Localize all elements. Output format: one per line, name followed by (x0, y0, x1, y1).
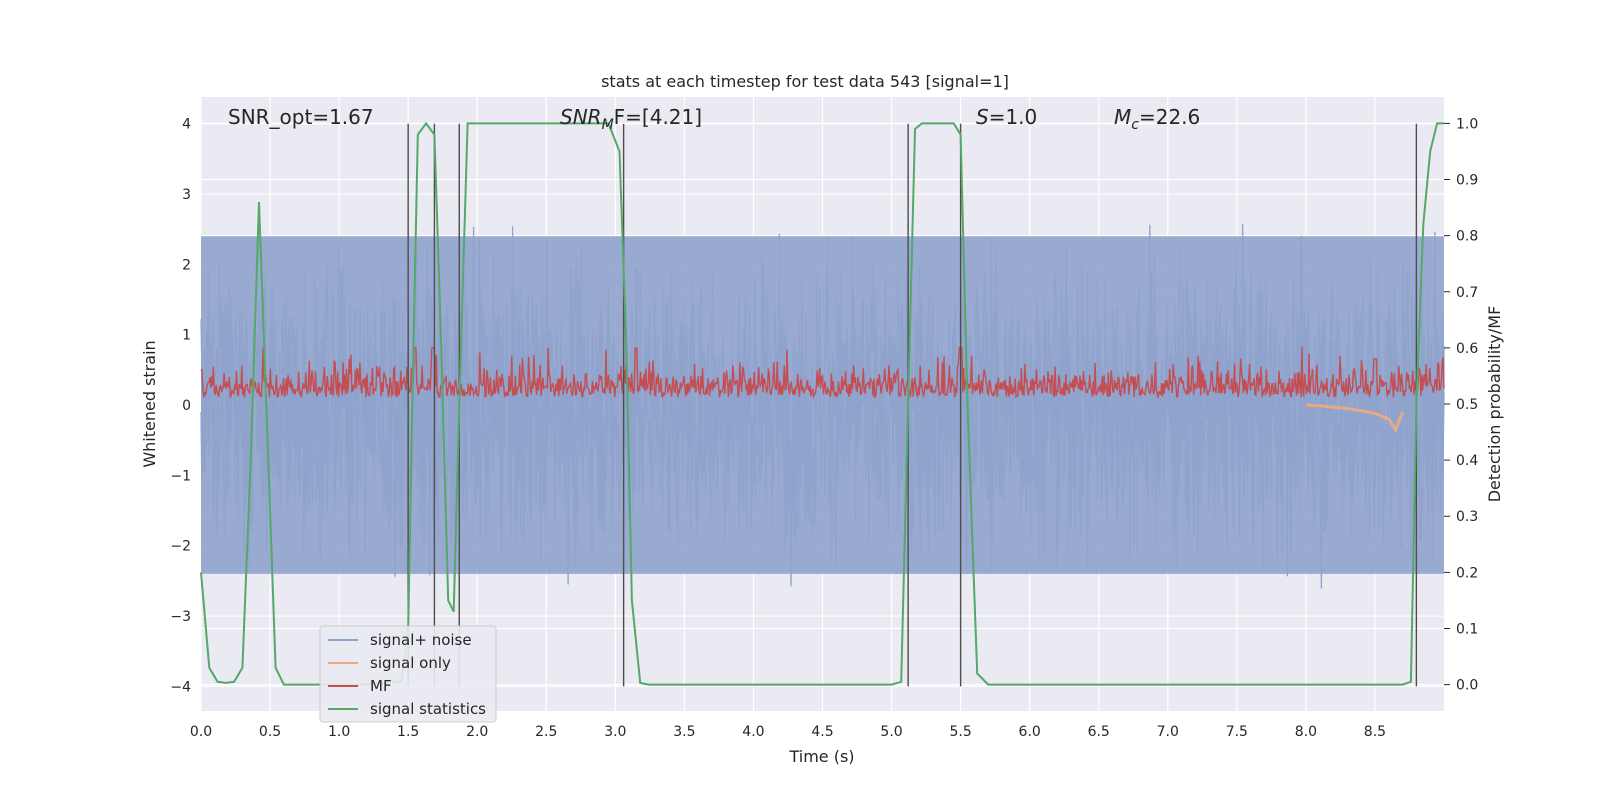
x-tick-label: 1.0 (328, 724, 350, 740)
right-axis-label: Detection probability/MF (1485, 306, 1504, 503)
annotation-mc-rest: =22.6 (1139, 105, 1200, 129)
right-tick-label: 0.1 (1456, 621, 1478, 637)
x-axis-label: Time (s) (788, 747, 854, 766)
annotation-snr-mf-rest: F=[4.21] (614, 105, 702, 129)
y-tick-label: −2 (170, 539, 191, 555)
x-tick-label: 1.5 (397, 724, 419, 740)
right-tick-label: 0.7 (1456, 285, 1478, 301)
annotation-mc: Mc=22.6 (1114, 105, 1200, 133)
annotation-mc-italic: M (1114, 105, 1131, 129)
x-tick-label: 0.0 (190, 724, 212, 740)
legend-label-noise: signal+ noise (370, 631, 472, 649)
x-tick-label: 7.0 (1157, 724, 1179, 740)
legend-label-statistics: signal statistics (370, 700, 486, 718)
annotation-snr-opt: SNR_opt=1.67 (228, 105, 374, 129)
right-tick-label: 0.6 (1456, 341, 1478, 357)
y-axis-ticks: −4 −3 −2 −1 0 1 2 3 4 (170, 117, 191, 696)
y-tick-label: −3 (170, 609, 191, 625)
x-tick-label: 3.5 (673, 724, 695, 740)
y-tick-label: 3 (182, 187, 191, 203)
right-tick-label: 0.2 (1456, 565, 1478, 581)
legend: signal+ noise signal only MF signal stat… (319, 625, 497, 723)
x-tick-label: 5.0 (880, 724, 902, 740)
x-tick-label: 6.0 (1019, 724, 1041, 740)
x-tick-label: 5.5 (949, 724, 971, 740)
right-tick-label: 0.4 (1456, 453, 1478, 469)
signal-statistics-series (200, 121, 1444, 686)
y-axis-label: Whitened strain (140, 340, 159, 467)
x-tick-label: 4.5 (811, 724, 833, 740)
signal-only-line (1305, 403, 1404, 433)
right-axis-ticks: 0.0 0.1 0.2 0.3 0.4 0.5 0.6 0.7 0.8 0.9 1.0 (1444, 116, 1478, 694)
x-tick-label: 0.5 (259, 724, 281, 740)
right-tick-label: 0.3 (1456, 509, 1478, 525)
y-tick-label: 0 (182, 398, 191, 414)
right-tick-label: 1.0 (1456, 116, 1478, 132)
x-tick-label: 3.0 (604, 724, 626, 740)
signal-only-series (1305, 403, 1404, 433)
annotation-s: S=1.0 (976, 105, 1037, 129)
right-tick-label: 0.9 (1456, 173, 1478, 189)
annotation-s-italic: S (976, 105, 989, 129)
x-tick-label: 6.5 (1088, 724, 1110, 740)
legend-label-signal-only: signal only (370, 654, 451, 672)
x-tick-label: 7.5 (1226, 724, 1248, 740)
right-tick-label: 0.0 (1456, 678, 1478, 694)
y-tick-label: 4 (182, 117, 191, 133)
right-tick-label: 0.5 (1456, 397, 1478, 413)
annotation-s-rest: =1.0 (989, 105, 1038, 129)
x-tick-label: 8.0 (1295, 724, 1317, 740)
legend-box (319, 625, 497, 723)
right-tick-label: 0.8 (1456, 229, 1478, 245)
y-tick-label: −1 (170, 468, 191, 484)
x-tick-label: 2.0 (466, 724, 488, 740)
annotation-snr-mf-italic: SNR (560, 105, 602, 129)
y-tick-label: 2 (182, 257, 191, 273)
annotation-snr-mf: SNRMF=[4.21] (560, 105, 702, 133)
signal-statistics-line (200, 121, 1444, 686)
annotation-mc-sub: c (1131, 117, 1139, 133)
x-axis-ticks: 0.0 0.5 1.0 1.5 2.0 2.5 3.0 3.5 4.0 4.5 5.0 5.5 6.0 6… (190, 724, 1386, 740)
x-tick-label: 8.5 (1364, 724, 1386, 740)
legend-label-mf: MF (370, 677, 392, 695)
x-tick-label: 4.0 (742, 724, 764, 740)
y-tick-label: −4 (170, 679, 191, 695)
chart-title: stats at each timestep for test data 543… (601, 72, 1009, 91)
y-tick-label: 1 (182, 328, 191, 344)
signal-noise-series (200, 223, 1445, 589)
annotation-snr-mf-sub: M (602, 117, 614, 133)
x-tick-label: 2.5 (535, 724, 557, 740)
